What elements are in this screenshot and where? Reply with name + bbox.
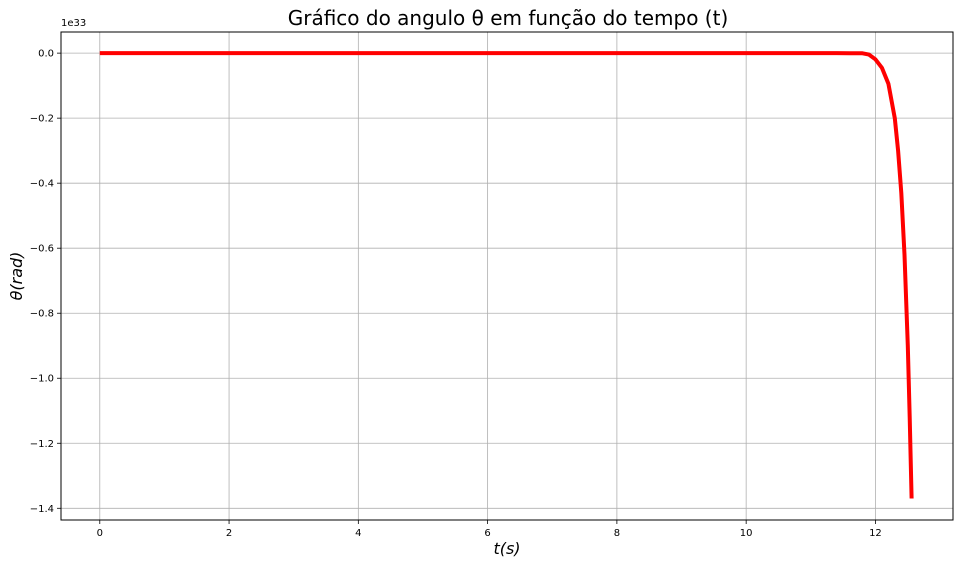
y-axis-label: θ(rad): [7, 252, 26, 301]
y-axis-ticks: 0.0 −0.2 −0.4 −0.6 −0.8 −1.0 −1.2 −1.4: [30, 49, 61, 515]
y-axis-offset-label: 1e33: [61, 18, 86, 29]
y-tick-label: −0.8: [30, 309, 54, 320]
plot-area: [99, 51, 914, 499]
x-tick-label: 0: [97, 528, 103, 539]
x-tick-label: 12: [869, 528, 882, 539]
x-axis-label: t(s): [493, 539, 520, 558]
y-tick-label: −0.2: [30, 114, 54, 125]
x-tick-label: 8: [614, 528, 620, 539]
y-tick-label: −0.6: [30, 244, 54, 255]
y-tick-label: −1.0: [30, 374, 54, 385]
chart-title: Gráfico do angulo θ em função do tempo (…: [288, 6, 729, 30]
y-tick-label: 0.0: [38, 49, 54, 60]
y-tick-label: −1.2: [30, 439, 54, 450]
y-tick-label: −1.4: [30, 504, 54, 515]
series-line-0: [99, 51, 914, 499]
axes-frame: [60, 31, 954, 521]
x-tick-label: 6: [484, 528, 490, 539]
y-tick-label: −0.4: [30, 179, 54, 190]
x-tick-label: 2: [226, 528, 232, 539]
grid-lines: [61, 32, 953, 520]
x-tick-label: 10: [740, 528, 753, 539]
x-tick-label: 4: [355, 528, 361, 539]
x-axis-ticks: 0 2 4 6 8 10 12: [97, 520, 882, 539]
